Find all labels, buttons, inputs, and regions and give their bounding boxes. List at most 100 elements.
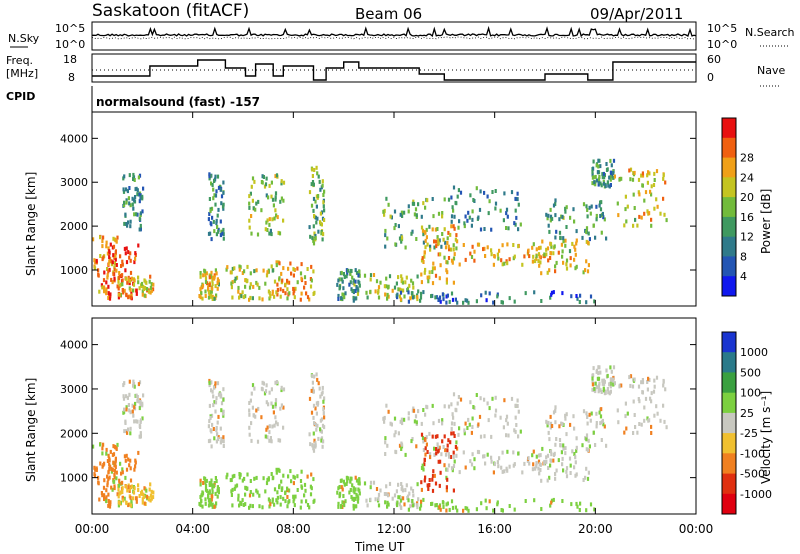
velocity-cell [239, 472, 242, 477]
power-cell [571, 241, 574, 246]
power-colorbar-swatch [722, 157, 736, 178]
power-cell [106, 267, 109, 271]
power-cell [128, 173, 131, 178]
power-cell [255, 201, 258, 206]
velocity-cell [107, 499, 110, 503]
velocity-cell [257, 406, 260, 411]
velocity-cell [423, 458, 426, 462]
power-cell [648, 211, 651, 216]
power-cell [561, 291, 564, 296]
velocity-cell [136, 395, 139, 399]
power-cell [214, 284, 217, 289]
noise-right-tick-top: 10^5 [707, 22, 737, 35]
velocity-cell [103, 478, 106, 483]
velocity-cell [609, 377, 612, 382]
velocity-cell [452, 454, 455, 459]
velocity-cell [510, 396, 514, 401]
velocity-cell [128, 486, 131, 491]
power-cell [265, 193, 268, 198]
power-cell [436, 227, 439, 231]
power-cell [592, 223, 595, 228]
velocity-cell [569, 422, 572, 427]
power-cell [491, 190, 494, 194]
velocity-cell [549, 425, 552, 430]
velocity-cell [571, 449, 574, 454]
power-cell [446, 260, 449, 265]
power-cell [213, 179, 216, 183]
velocity-cell [208, 419, 211, 424]
velocity-y-tick-label: 2000 [60, 427, 88, 440]
velocity-cell [433, 452, 436, 457]
power-cell [207, 286, 210, 291]
velocity-cell [618, 384, 621, 389]
velocity-cell [204, 501, 207, 506]
power-cell [312, 241, 316, 246]
velocity-cell [428, 483, 431, 487]
power-cell [513, 221, 516, 226]
velocity-cell [656, 411, 659, 416]
power-cell [455, 233, 458, 238]
power-cell [139, 193, 142, 198]
velocity-cell [546, 453, 550, 458]
power-cell [599, 214, 602, 218]
velocity-cell [586, 421, 589, 426]
velocity-cell [211, 489, 214, 494]
velocity-cell [349, 479, 352, 484]
power-cell [601, 211, 604, 216]
velocity-cell [222, 439, 225, 444]
cpid-text: normalsound (fast) -157 [96, 95, 260, 109]
power-cell [115, 263, 118, 267]
power-cell [112, 236, 115, 241]
velocity-cell [609, 389, 612, 394]
power-cell [356, 291, 360, 296]
power-cell [140, 284, 143, 289]
velocity-cell [432, 421, 435, 426]
velocity-cell [494, 413, 497, 418]
velocity-cell [152, 495, 155, 500]
power-cell [117, 286, 120, 291]
velocity-cell [113, 473, 116, 477]
velocity-cell [500, 508, 503, 512]
power-cell [591, 169, 594, 174]
velocity-cell [558, 424, 561, 429]
power-cell [215, 271, 218, 276]
velocity-cell [593, 386, 596, 391]
velocity-cell [444, 452, 448, 457]
velocity-cell [595, 424, 598, 429]
velocity-cell [483, 454, 486, 459]
power-cell [278, 276, 281, 281]
velocity-cell [427, 487, 430, 491]
power-cell [219, 233, 222, 238]
power-cell [219, 219, 222, 224]
velocity-cell [483, 397, 486, 402]
velocity-cell [244, 502, 247, 507]
velocity-cell [420, 421, 423, 426]
power-cell [515, 215, 518, 220]
velocity-cell [535, 464, 538, 469]
power-cell [214, 193, 218, 198]
velocity-cell [554, 408, 557, 413]
velocity-cell [276, 500, 279, 505]
velocity-cell [323, 415, 326, 420]
velocity-cell [443, 434, 446, 439]
velocity-cell [249, 398, 252, 403]
velocity-cell [217, 490, 220, 495]
velocity-cell [314, 443, 317, 448]
power-cell [424, 205, 427, 210]
velocity-cell [506, 468, 509, 473]
velocity-cell [337, 504, 340, 509]
power-cell [113, 276, 116, 281]
power-cell [124, 212, 127, 217]
velocity-cell [352, 497, 355, 502]
velocity-cell [454, 407, 457, 412]
velocity-cell [549, 463, 552, 468]
velocity-cell [133, 419, 136, 424]
power-cell [420, 272, 423, 277]
power-cell [400, 235, 404, 240]
power-cell [214, 268, 217, 273]
power-cell [423, 270, 426, 275]
power-cell [655, 197, 658, 202]
velocity-cell [321, 444, 324, 449]
velocity-cell [132, 490, 136, 495]
velocity-cell [208, 483, 211, 487]
